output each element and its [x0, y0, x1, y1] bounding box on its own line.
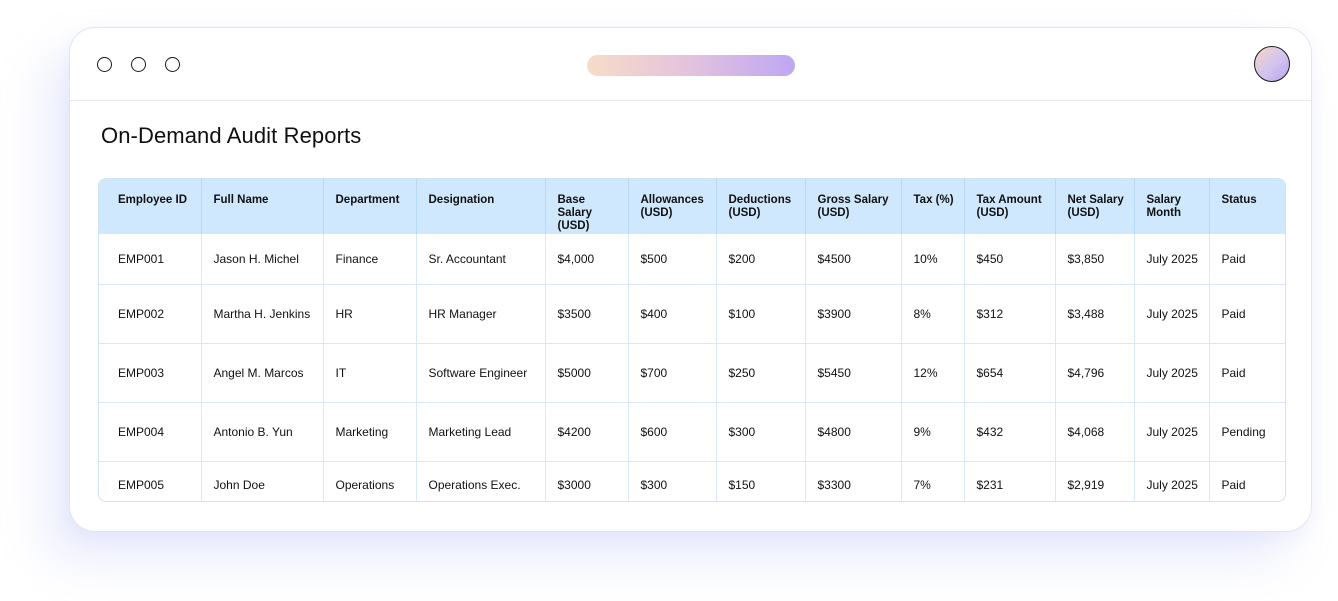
window-minimize-dot-icon[interactable]: [131, 57, 146, 72]
column-header-allowances[interactable]: Allowances (USD): [628, 179, 717, 234]
cell-deductions: $100: [716, 284, 806, 344]
cell-full-name: Angel M. Marcos: [201, 343, 324, 403]
cell-net-salary: $4,796: [1055, 343, 1135, 403]
address-bar-pill[interactable]: [587, 55, 795, 76]
cell-salary-month: July 2025: [1134, 461, 1210, 501]
cell-salary-month: July 2025: [1134, 343, 1210, 403]
cell-gross-salary: $3300: [805, 461, 902, 501]
column-header-salary-month[interactable]: Salary Month: [1134, 179, 1210, 234]
cell-gross-salary: $3900: [805, 284, 902, 344]
cell-deductions: $250: [716, 343, 806, 403]
cell-designation: Software Engineer: [416, 343, 546, 403]
column-header-net-salary[interactable]: Net Salary (USD): [1055, 179, 1135, 234]
column-header-employee-id[interactable]: Employee ID: [99, 179, 202, 234]
cell-tax-percent: 7%: [901, 461, 965, 501]
cell-full-name: Jason H. Michel: [201, 233, 324, 285]
cell-employee-id: EMP003: [99, 343, 202, 403]
cell-base-salary: $4,000: [545, 233, 629, 285]
cell-base-salary: $3500: [545, 284, 629, 344]
window-titlebar: [70, 28, 1311, 101]
table-row[interactable]: EMP002 Martha H. Jenkins HR HR Manager $…: [99, 284, 1285, 344]
cell-department: HR: [323, 284, 417, 344]
cell-net-salary: $4,068: [1055, 402, 1135, 462]
cell-employee-id: EMP001: [99, 233, 202, 285]
cell-gross-salary: $4500: [805, 233, 902, 285]
cell-status: Paid: [1209, 343, 1285, 403]
cell-designation: Operations Exec.: [416, 461, 546, 501]
cell-deductions: $200: [716, 233, 806, 285]
column-header-tax-percent[interactable]: Tax (%): [901, 179, 965, 234]
table-row[interactable]: EMP003 Angel M. Marcos IT Software Engin…: [99, 343, 1285, 403]
cell-department: Finance: [323, 233, 417, 285]
cell-designation: HR Manager: [416, 284, 546, 344]
cell-status: Paid: [1209, 461, 1285, 501]
column-header-gross-salary[interactable]: Gross Salary (USD): [805, 179, 902, 234]
audit-report-table: Employee ID Full Name Department Designa…: [98, 178, 1286, 502]
cell-deductions: $150: [716, 461, 806, 501]
cell-allowances: $500: [628, 233, 717, 285]
cell-gross-salary: $4800: [805, 402, 902, 462]
table-row[interactable]: EMP001 Jason H. Michel Finance Sr. Accou…: [99, 233, 1285, 285]
cell-base-salary: $5000: [545, 343, 629, 403]
cell-status: Paid: [1209, 284, 1285, 344]
cell-employee-id: EMP002: [99, 284, 202, 344]
user-avatar[interactable]: [1254, 46, 1290, 82]
cell-salary-month: July 2025: [1134, 233, 1210, 285]
cell-full-name: Antonio B. Yun: [201, 402, 324, 462]
table-row[interactable]: EMP005 John Doe Operations Operations Ex…: [99, 461, 1285, 501]
table-row[interactable]: EMP004 Antonio B. Yun Marketing Marketin…: [99, 402, 1285, 462]
cell-designation: Marketing Lead: [416, 402, 546, 462]
cell-tax-amount: $312: [964, 284, 1056, 344]
column-header-full-name[interactable]: Full Name: [201, 179, 324, 234]
cell-tax-amount: $450: [964, 233, 1056, 285]
app-window: On-Demand Audit Reports Employee I: [69, 27, 1312, 532]
cell-net-salary: $3,850: [1055, 233, 1135, 285]
cell-salary-month: July 2025: [1134, 284, 1210, 344]
cell-tax-percent: 8%: [901, 284, 965, 344]
column-header-designation[interactable]: Designation: [416, 179, 546, 234]
cell-gross-salary: $5450: [805, 343, 902, 403]
cell-salary-month: July 2025: [1134, 402, 1210, 462]
cell-tax-percent: 9%: [901, 402, 965, 462]
column-header-deductions[interactable]: Deductions (USD): [716, 179, 806, 234]
cell-allowances: $700: [628, 343, 717, 403]
window-maximize-dot-icon[interactable]: [165, 57, 180, 72]
cell-tax-percent: 12%: [901, 343, 965, 403]
cell-department: Operations: [323, 461, 417, 501]
cell-status: Paid: [1209, 233, 1285, 285]
cell-deductions: $300: [716, 402, 806, 462]
page-title: On-Demand Audit Reports: [101, 123, 362, 148]
column-header-tax-amount[interactable]: Tax Amount (USD): [964, 179, 1056, 234]
column-header-department[interactable]: Department: [323, 179, 417, 234]
cell-base-salary: $3000: [545, 461, 629, 501]
cell-net-salary: $3,488: [1055, 284, 1135, 344]
cell-allowances: $300: [628, 461, 717, 501]
cell-tax-percent: 10%: [901, 233, 965, 285]
cell-allowances: $400: [628, 284, 717, 344]
column-header-base-salary[interactable]: Base Salary (USD): [545, 179, 629, 234]
cell-status: Pending: [1209, 402, 1285, 462]
cell-tax-amount: $654: [964, 343, 1056, 403]
cell-department: IT: [323, 343, 417, 403]
window-close-dot-icon[interactable]: [97, 57, 112, 72]
cell-tax-amount: $231: [964, 461, 1056, 501]
table-header-row: Employee ID Full Name Department Designa…: [99, 179, 1285, 234]
cell-full-name: John Doe: [201, 461, 324, 501]
cell-allowances: $600: [628, 402, 717, 462]
cell-employee-id: EMP004: [99, 402, 202, 462]
cell-full-name: Martha H. Jenkins: [201, 284, 324, 344]
cell-base-salary: $4200: [545, 402, 629, 462]
cell-tax-amount: $432: [964, 402, 1056, 462]
cell-designation: Sr. Accountant: [416, 233, 546, 285]
cell-employee-id: EMP005: [99, 461, 202, 501]
cell-net-salary: $2,919: [1055, 461, 1135, 501]
cell-department: Marketing: [323, 402, 417, 462]
column-header-status[interactable]: Status: [1221, 194, 1257, 206]
